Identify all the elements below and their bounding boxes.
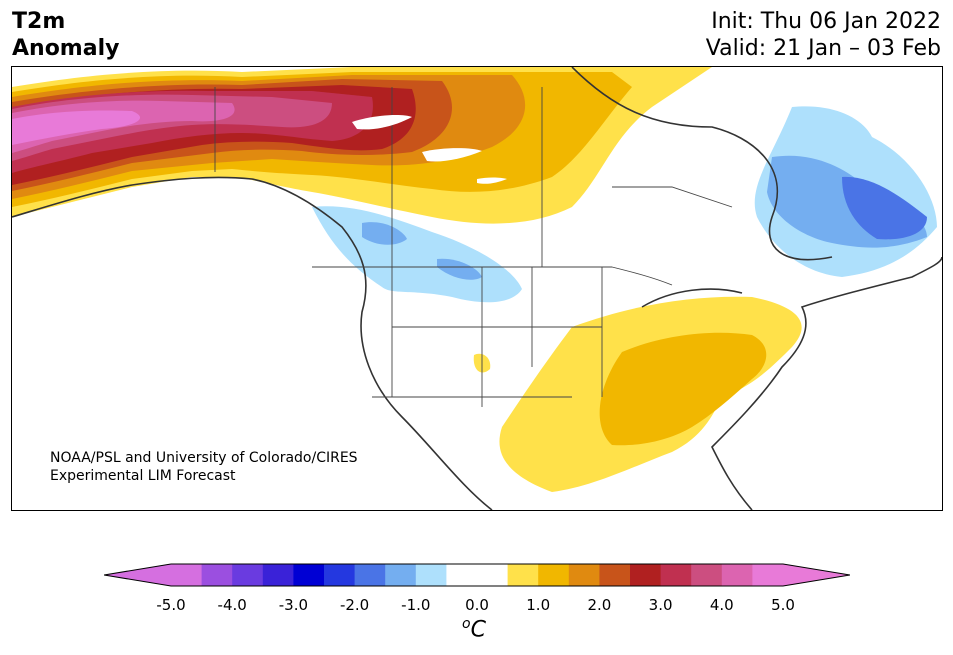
colorbar-tick-label: -5.0 <box>156 596 186 614</box>
colorbar-cell <box>446 564 478 586</box>
colorbar-unit: oC <box>462 616 486 642</box>
unit-degree: o <box>462 616 471 632</box>
colorbar-cell <box>599 564 631 586</box>
credit-line-1: NOAA/PSL and University of Colorado/CIRE… <box>50 450 358 466</box>
colorbar-tick-label: 2.0 <box>587 596 612 614</box>
init-date: Init: Thu 06 Jan 2022 <box>711 9 941 34</box>
credit-text: NOAA/PSL and University of Colorado/CIRE… <box>50 449 358 485</box>
colorbar-cell <box>660 564 692 586</box>
colorbar-cell <box>201 564 233 586</box>
colorbar-cell <box>171 564 203 586</box>
colorbar-tick-label: 0.0 <box>465 596 489 614</box>
warm-anomaly-north <box>12 67 712 224</box>
title-line-1: T2m <box>12 9 66 34</box>
colorbar-cells <box>171 564 784 586</box>
colorbar-tick-label: -2.0 <box>339 596 370 614</box>
colorbar-cell <box>538 564 570 586</box>
colorbar-cell <box>691 564 723 586</box>
colorbar-cell <box>324 564 356 586</box>
colorbar-tick-label: -4.0 <box>217 596 247 614</box>
anomaly-map: NOAA/PSL and University of Colorado/CIRE… <box>11 66 943 511</box>
unit-letter: C <box>470 617 486 643</box>
colorbar-cell <box>507 564 539 586</box>
colorbar-tick-label: 1.0 <box>526 596 551 614</box>
credit-line-2: Experimental LIM Forecast <box>50 468 236 484</box>
valid-date: Valid: 21 Jan – 03 Feb <box>705 36 941 61</box>
colorbar-cell <box>477 564 509 586</box>
colorbar-over-arrow <box>783 564 850 586</box>
colorbar-under-arrow <box>104 564 171 586</box>
forecast-dates: Init: Thu 06 Jan 2022 Valid: 21 Jan – 03… <box>706 8 941 62</box>
colorbar-cell <box>752 564 784 586</box>
colorbar-ticks: -5.0 -4.0 -3.0 -2.0 -1.0 0.0 1.0 2.0 3.0 4.0 5.0 <box>0 596 953 616</box>
colorbar-cell <box>293 564 325 586</box>
colorbar-cell <box>354 564 386 586</box>
title-line-2: Anomaly <box>12 36 120 61</box>
map-title: T2m Anomaly <box>12 8 119 62</box>
coastlines <box>12 67 942 510</box>
colorbar <box>104 563 850 587</box>
colorbar-cell <box>262 564 294 586</box>
colorbar-cell <box>385 564 417 586</box>
lakes <box>352 114 507 184</box>
colorbar-cell <box>415 564 447 586</box>
warm-anomaly-southeast <box>473 296 802 492</box>
map-canvas <box>12 67 942 510</box>
cold-anomaly-regions <box>312 106 937 303</box>
colorbar-cell <box>721 564 753 586</box>
colorbar-tick-label: -3.0 <box>278 596 309 614</box>
colorbar-tick-label: 5.0 <box>771 596 795 614</box>
colorbar-tick-label: 3.0 <box>648 596 673 614</box>
colorbar-cell <box>568 564 600 586</box>
colorbar-outline <box>104 563 850 587</box>
colorbar-tick-label: 4.0 <box>709 596 734 614</box>
colorbar-cell <box>232 564 264 586</box>
colorbar-cell <box>630 564 662 586</box>
colorbar-tick-label: -1.0 <box>401 596 431 614</box>
